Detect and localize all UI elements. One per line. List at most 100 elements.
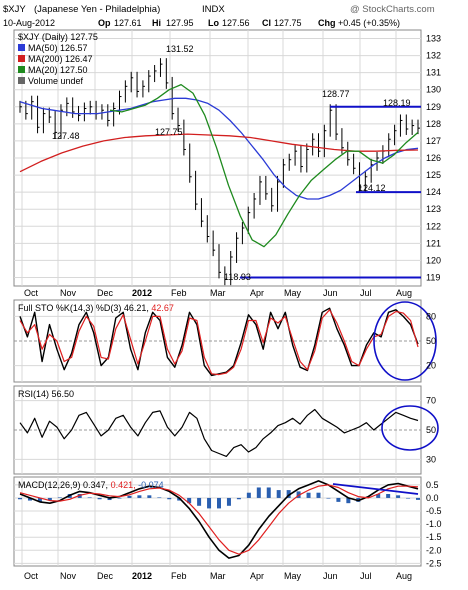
rsi-highlight-ellipse <box>381 405 439 451</box>
sto-y-tick-1: 50 <box>426 336 436 346</box>
x-label-aug-b: Aug <box>396 571 412 581</box>
x-label-2012-b: 2012 <box>132 571 152 581</box>
x-label-aug: Aug <box>396 288 412 298</box>
price-y-tick-7: 126 <box>426 153 441 163</box>
macd-legend: MACD(12,26,9) 0.347, 0.421, -0.074 <box>18 480 164 490</box>
chart-symbol: $XJY <box>3 4 26 15</box>
macd-hist-bar <box>47 497 52 501</box>
annotation-feb-level: 127.75 <box>155 127 183 137</box>
legend-ma200-swatch <box>18 55 25 62</box>
macd-hist-bar <box>87 497 92 499</box>
macd-hist-bar <box>207 497 212 509</box>
sto-highlight-ellipse <box>373 301 437 381</box>
legend-ma20: MA(20) 127.50 <box>28 65 88 75</box>
annotation-nov-low: 127.48 <box>52 131 80 141</box>
price-y-tick-14: 133 <box>426 34 441 44</box>
macd-hist-bar <box>137 495 142 498</box>
legend-ma200: MA(200) 126.47 <box>28 54 93 64</box>
macd-y-tick-2: -1.5 <box>426 532 442 542</box>
x-label-feb-b: Feb <box>171 571 187 581</box>
macd-hist-bar <box>286 490 291 498</box>
macd-hist-bar <box>157 497 162 499</box>
macd-legend-signal: 0.421, <box>111 480 136 490</box>
legend-ma50: MA(50) 126.57 <box>28 43 88 53</box>
chart-exchange: INDX <box>202 4 225 15</box>
macd-y-tick-6: 0.5 <box>426 480 439 490</box>
price-y-tick-0: 119 <box>426 272 440 282</box>
op-value: 127.61 <box>114 18 142 28</box>
price-y-tick-9: 128 <box>426 119 441 129</box>
macd-hist-bar <box>77 494 82 498</box>
macd-hist-bar <box>197 497 202 506</box>
price-y-tick-3: 122 <box>426 221 441 231</box>
macd-hist-bar <box>376 494 381 498</box>
macd-hist-bar <box>406 497 411 499</box>
hi-value: 127.95 <box>166 18 194 28</box>
x-axis-labels-mid: Oct Nov Dec 2012 Feb Mar Apr May Jun Jul… <box>24 288 412 298</box>
macd-hist-bar <box>246 492 251 498</box>
legend-price: $XJY (Daily) 127.75 <box>18 32 98 42</box>
price-y-tick-12: 131 <box>426 68 441 78</box>
x-label-apr-b: Apr <box>250 571 264 581</box>
annotation-aug-high: 128.19 <box>383 98 411 108</box>
x-label-oct: Oct <box>24 288 39 298</box>
price-y-tick-1: 120 <box>426 255 441 265</box>
macd-hist-bar <box>167 497 172 500</box>
sto-k-line <box>19 307 419 377</box>
macd-hist-bar <box>316 492 321 498</box>
sto-y-tick-0: 20 <box>426 361 436 371</box>
macd-hist-bar <box>276 490 281 498</box>
x-label-oct-b: Oct <box>24 571 39 581</box>
chg-label: Chg <box>318 18 336 28</box>
legend-ma20-swatch <box>18 66 25 73</box>
rsi-y-tick-1: 50 <box>426 425 436 435</box>
x-label-2012: 2012 <box>132 288 152 298</box>
x-label-dec: Dec <box>97 288 114 298</box>
price-y-tick-5: 124 <box>426 187 441 197</box>
x-label-mar-b: Mar <box>210 571 226 581</box>
x-label-dec-b: Dec <box>97 571 114 581</box>
macd-y-tick-1: -2.0 <box>426 545 442 555</box>
macd-hist-bar <box>346 497 351 504</box>
price-y-tick-4: 123 <box>426 204 441 214</box>
macd-signal-line <box>19 484 419 555</box>
rsi-legend: RSI(14) 56.50 <box>18 389 74 399</box>
macd-hist-bar <box>117 497 122 499</box>
x-label-may: May <box>284 288 302 298</box>
x-label-feb: Feb <box>171 288 187 298</box>
rsi-line <box>19 408 419 457</box>
x-label-nov-b: Nov <box>60 571 77 581</box>
macd-y-tick-0: -2.5 <box>426 558 442 568</box>
macd-line <box>19 480 419 559</box>
chg-value: +0.45 (+0.35%) <box>338 18 400 28</box>
price-y-tick-11: 130 <box>426 85 441 95</box>
price-y-tick-10: 129 <box>426 102 441 112</box>
chart-instrument-name: (Japanese Yen - Philadelphia) <box>34 4 160 15</box>
macd-legend-hist: -0.074 <box>138 480 164 490</box>
annotation-low: 118.93 <box>224 272 251 282</box>
chart-marks <box>18 58 439 559</box>
macd-hist-bar <box>147 495 152 498</box>
macd-hist-bar <box>18 497 22 500</box>
macd-hist-bar <box>217 497 221 509</box>
price-y-tick-13: 132 <box>426 51 441 61</box>
rsi-y-tick-0: 30 <box>426 454 436 464</box>
chart-date: 10-Aug-2012 <box>3 18 55 28</box>
macd-hist-bar <box>97 497 102 500</box>
annotation-high: 131.52 <box>166 44 194 54</box>
macd-legend-main: MACD(12,26,9) 0.347, <box>18 480 108 490</box>
price-y-tick-8: 127 <box>426 136 441 146</box>
price-y-tick-2: 121 <box>426 238 441 248</box>
lo-value: 127.56 <box>222 18 250 28</box>
sto-legend-main: Full STO %K(14,3) %D(3) 46.21, <box>18 303 149 313</box>
x-axis-labels-bottom: Oct Nov Dec 2012 Feb Mar Apr May Jun Jul… <box>24 571 412 581</box>
x-label-jul: Jul <box>360 288 372 298</box>
macd-hist-bar <box>326 497 331 499</box>
macd-hist-bar <box>306 492 311 498</box>
legend-volume: Volume undef <box>28 76 84 86</box>
macd-hist-bar <box>177 497 182 501</box>
ma50-line <box>19 97 419 200</box>
x-label-nov: Nov <box>60 288 77 298</box>
macd-hist-bar <box>256 487 261 498</box>
macd-y-tick-5: 0.0 <box>426 493 439 503</box>
